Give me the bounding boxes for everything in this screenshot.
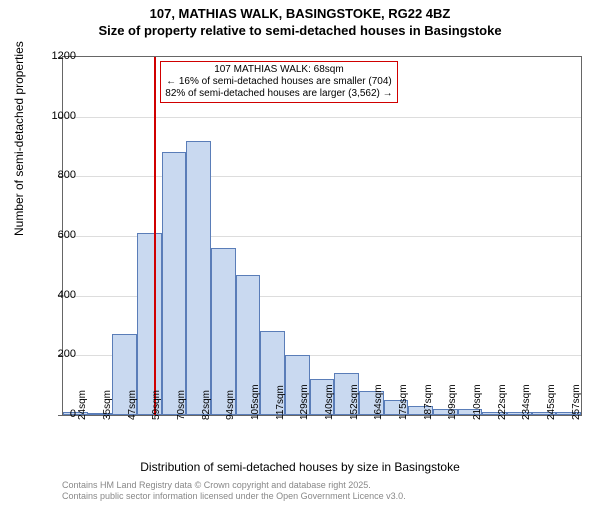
x-tick-label: 187sqm — [423, 384, 434, 420]
x-tick-label: 47sqm — [127, 390, 138, 420]
y-tick-label: 1000 — [36, 110, 76, 122]
y-gridline — [63, 176, 581, 177]
footer-attribution: Contains HM Land Registry data © Crown c… — [62, 480, 406, 502]
annotation-line: ← 16% of semi-detached houses are smalle… — [165, 76, 392, 88]
chart-title-main: 107, MATHIAS WALK, BASINGSTOKE, RG22 4BZ — [0, 6, 600, 21]
histogram-bar — [162, 152, 187, 415]
y-tick-label: 400 — [36, 289, 76, 301]
annotation-callout: 107 MATHIAS WALK: 68sqm← 16% of semi-det… — [160, 61, 397, 103]
y-tick-label: 1200 — [36, 50, 76, 62]
x-tick-label: 59sqm — [151, 390, 162, 420]
x-tick-label: 257sqm — [571, 384, 582, 420]
chart-plot-area: 107 MATHIAS WALK: 68sqm← 16% of semi-det… — [62, 56, 582, 416]
x-tick-label: 210sqm — [472, 384, 483, 420]
y-tick-label: 200 — [36, 348, 76, 360]
y-tick-label: 600 — [36, 229, 76, 241]
x-tick-label: 175sqm — [398, 384, 409, 420]
x-tick-label: 117sqm — [275, 385, 286, 420]
x-tick-label: 245sqm — [546, 384, 557, 420]
x-tick-label: 129sqm — [299, 384, 310, 420]
histogram-bar — [186, 141, 211, 415]
chart-title-sub: Size of property relative to semi-detach… — [0, 23, 600, 38]
x-tick-label: 82sqm — [201, 390, 212, 420]
footer-line-1: Contains HM Land Registry data © Crown c… — [62, 480, 406, 491]
x-tick-label: 152sqm — [349, 384, 360, 420]
x-tick-label: 222sqm — [497, 384, 508, 420]
x-tick-label: 164sqm — [373, 384, 384, 420]
y-gridline — [63, 117, 581, 118]
histogram-bar — [137, 233, 162, 415]
x-tick-label: 94sqm — [225, 390, 236, 420]
x-tick-label: 199sqm — [447, 384, 458, 420]
x-tick-label: 234sqm — [521, 384, 532, 420]
y-axis-label: Number of semi-detached properties — [12, 41, 26, 236]
x-tick-label: 140sqm — [324, 384, 335, 420]
x-tick-label: 105sqm — [250, 384, 261, 420]
x-axis-label: Distribution of semi-detached houses by … — [0, 460, 600, 474]
footer-line-2: Contains public sector information licen… — [62, 491, 406, 502]
reference-marker-line — [154, 57, 156, 415]
x-tick-label: 70sqm — [176, 390, 187, 420]
annotation-line: 82% of semi-detached houses are larger (… — [165, 88, 392, 100]
y-tick-label: 800 — [36, 169, 76, 181]
y-tick-label: 0 — [36, 408, 76, 420]
x-tick-label: 24sqm — [77, 390, 88, 420]
x-tick-label: 35sqm — [102, 390, 113, 420]
annotation-line: 107 MATHIAS WALK: 68sqm — [165, 64, 392, 76]
